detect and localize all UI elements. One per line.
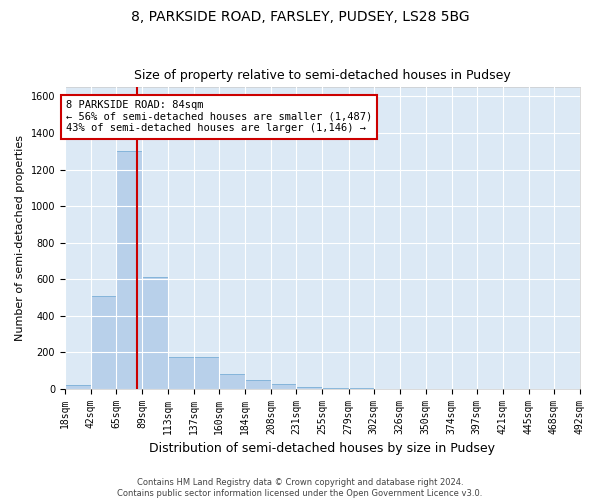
- Bar: [65, 385, 91, 388]
- Text: 8, PARKSIDE ROAD, FARSLEY, PUDSEY, LS28 5BG: 8, PARKSIDE ROAD, FARSLEY, PUDSEY, LS28 …: [131, 10, 469, 24]
- Title: Size of property relative to semi-detached houses in Pudsey: Size of property relative to semi-detach…: [134, 69, 511, 82]
- Y-axis label: Number of semi-detached properties: Number of semi-detached properties: [15, 135, 25, 341]
- Bar: [245, 380, 271, 388]
- Bar: [296, 387, 322, 388]
- Bar: [219, 374, 245, 388]
- Bar: [91, 296, 116, 388]
- Bar: [194, 356, 219, 388]
- Bar: [271, 384, 296, 388]
- Bar: [116, 152, 142, 388]
- Bar: [168, 356, 194, 388]
- Text: Contains HM Land Registry data © Crown copyright and database right 2024.
Contai: Contains HM Land Registry data © Crown c…: [118, 478, 482, 498]
- X-axis label: Distribution of semi-detached houses by size in Pudsey: Distribution of semi-detached houses by …: [149, 442, 496, 455]
- Bar: [142, 278, 168, 388]
- Text: 8 PARKSIDE ROAD: 84sqm
← 56% of semi-detached houses are smaller (1,487)
43% of : 8 PARKSIDE ROAD: 84sqm ← 56% of semi-det…: [66, 100, 372, 134]
